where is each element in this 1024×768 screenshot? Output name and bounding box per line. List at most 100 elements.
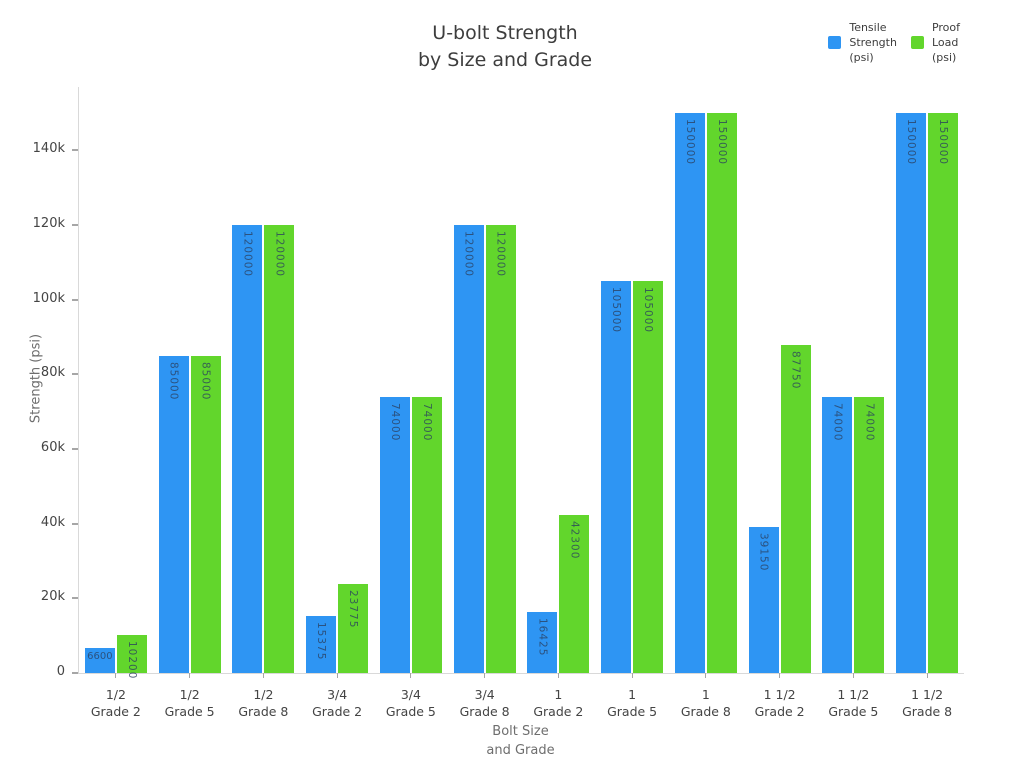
legend-entry-proof[interactable]: Proof Load (psi) bbox=[910, 20, 960, 65]
bar-value-label: 74000 bbox=[388, 402, 401, 442]
bar-tensile bbox=[527, 611, 558, 673]
y-tick bbox=[72, 373, 78, 376]
bar-tensile bbox=[84, 648, 115, 673]
x-tick-label-grade: Grade 2 bbox=[90, 704, 141, 719]
bar-value-label: 85000 bbox=[167, 361, 180, 401]
y-tick-label: 100k bbox=[32, 290, 65, 306]
chart-title-line-2: by Size and Grade bbox=[417, 49, 593, 71]
bar-tensile bbox=[453, 225, 484, 673]
bar-proof bbox=[338, 584, 369, 673]
legend-entry-tensile[interactable]: Tensile Strength (psi) bbox=[828, 20, 897, 65]
x-tick-label-size: 1/2 bbox=[179, 687, 200, 702]
x-tick-label-grade: Grade 5 bbox=[828, 704, 879, 719]
y-tick-label: 20k bbox=[40, 589, 65, 605]
x-tick bbox=[631, 673, 633, 678]
x-tick bbox=[336, 673, 338, 678]
legend-label-tensile: Tensile Strength (psi) bbox=[849, 21, 897, 64]
y-tick bbox=[72, 298, 78, 301]
chart-title: U-bolt Strength by Size and Grade bbox=[0, 20, 1010, 74]
x-tick-label: 1 Grade 8 bbox=[669, 686, 743, 720]
x-axis-title-line-2: and Grade bbox=[486, 743, 555, 758]
bar-value-label: 150000 bbox=[715, 119, 728, 166]
legend: Tensile Strength (psi) Proof Load (psi) bbox=[828, 20, 960, 65]
bar-proof bbox=[706, 113, 737, 673]
x-tick bbox=[189, 673, 191, 678]
x-tick-label-grade: Grade 8 bbox=[238, 704, 289, 719]
y-tick bbox=[72, 672, 78, 674]
x-tick-label: 3/4 Grade 8 bbox=[448, 686, 522, 720]
bar-tensile bbox=[896, 113, 927, 673]
bar-value-label: 16425 bbox=[536, 617, 549, 657]
bar-value-label: 150000 bbox=[683, 119, 696, 166]
x-tick-label-size: 3/4 bbox=[400, 687, 421, 702]
y-tick-label: 80k bbox=[40, 365, 65, 381]
x-tick bbox=[705, 673, 707, 678]
x-tick-label: 3/4 Grade 5 bbox=[374, 686, 448, 720]
bar-value-label: 74000 bbox=[831, 402, 844, 442]
bar-tensile bbox=[379, 396, 410, 673]
bar-tensile bbox=[601, 281, 632, 673]
x-tick bbox=[262, 673, 264, 678]
bar-proof bbox=[190, 355, 221, 673]
bar-value-label: 105000 bbox=[610, 287, 623, 334]
bar-value-label: 120000 bbox=[494, 231, 507, 278]
bar-value-label: 42300 bbox=[568, 521, 581, 560]
x-tick-label-grade: Grade 5 bbox=[607, 704, 658, 719]
plot-area: 0 20k 40k 60k 80k 100k 120k 140k 6600 10200 1/2 Gra… bbox=[33, 87, 964, 719]
y-tick-label: 0 bbox=[56, 664, 65, 679]
x-tick-label-size: 3/4 bbox=[474, 687, 495, 702]
bar-tensile bbox=[822, 396, 853, 673]
y-tick bbox=[72, 597, 78, 600]
bar-value-label: 6600 bbox=[87, 651, 113, 663]
x-tick-label: 1 1/2 Grade 8 bbox=[890, 686, 964, 720]
x-axis-title: Bolt Size and Grade bbox=[78, 722, 963, 760]
x-tick-label-size: 1 bbox=[554, 687, 563, 702]
bar-proof bbox=[116, 634, 147, 673]
legend-swatch-proof bbox=[910, 36, 924, 49]
legend-label-proof: Proof Load (psi) bbox=[931, 21, 960, 64]
y-tick bbox=[72, 149, 78, 152]
x-tick-label: 1/2 Grade 8 bbox=[226, 686, 300, 720]
x-tick-label: 1 1/2 Grade 2 bbox=[743, 686, 817, 720]
bar-value-label: 74000 bbox=[420, 402, 433, 442]
x-tick bbox=[410, 673, 412, 678]
y-tick-label: 140k bbox=[32, 141, 65, 157]
bar-value-label: 74000 bbox=[863, 402, 876, 442]
x-tick-label: 3/4 Grade 2 bbox=[300, 686, 374, 720]
y-tick bbox=[72, 224, 78, 227]
bar-value-label: 15375 bbox=[315, 621, 328, 661]
bar-tensile bbox=[158, 355, 189, 673]
bar-tensile bbox=[306, 615, 337, 673]
x-tick-label-size: 1/2 bbox=[253, 687, 274, 702]
x-tick-label-size: 3/4 bbox=[327, 687, 348, 702]
y-tick bbox=[72, 522, 78, 525]
bar-tensile bbox=[232, 225, 263, 673]
bar-value-label: 85000 bbox=[199, 361, 212, 401]
x-tick-label: 1/2 Grade 2 bbox=[79, 686, 153, 720]
bar-proof bbox=[559, 515, 590, 673]
x-tick-label-size: 1 1/2 bbox=[837, 687, 870, 702]
x-tick-label-grade: Grade 8 bbox=[680, 704, 731, 719]
y-tick-label: 40k bbox=[40, 514, 65, 530]
bar-value-label: 87750 bbox=[789, 351, 802, 390]
x-tick bbox=[557, 673, 559, 678]
x-tick-label: 1 1/2 Grade 5 bbox=[816, 686, 890, 720]
bar-proof bbox=[854, 396, 885, 673]
x-tick bbox=[779, 673, 781, 678]
bar-value-label: 105000 bbox=[642, 287, 655, 334]
bar-value-label: 150000 bbox=[905, 119, 918, 166]
x-tick-label-size: 1 bbox=[628, 687, 637, 702]
y-tick bbox=[72, 448, 78, 451]
x-tick bbox=[852, 673, 854, 678]
bar-value-label: 10200 bbox=[125, 640, 138, 680]
chart-title-line-1: U-bolt Strength bbox=[432, 22, 578, 44]
bar-value-label: 23775 bbox=[347, 590, 360, 629]
x-tick-label-grade: Grade 2 bbox=[754, 704, 805, 719]
x-tick-label-grade: Grade 8 bbox=[902, 704, 953, 719]
x-tick-label: 1 Grade 2 bbox=[521, 686, 595, 720]
bar-value-label: 120000 bbox=[273, 231, 286, 278]
legend-swatch-tensile bbox=[828, 36, 842, 49]
x-tick-label: 1 Grade 5 bbox=[595, 686, 669, 720]
x-tick-label-grade: Grade 5 bbox=[385, 704, 436, 719]
